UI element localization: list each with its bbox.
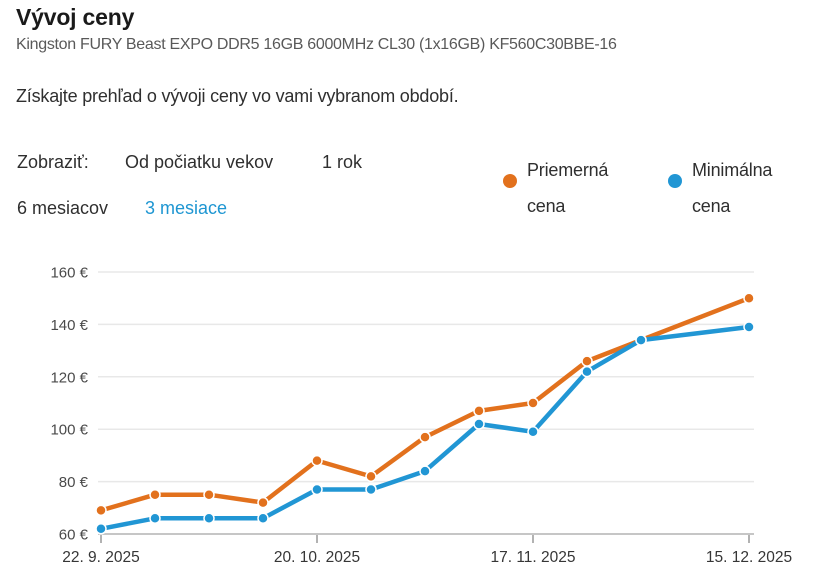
filter-option-all-time[interactable]: Od počiatku vekov bbox=[125, 152, 274, 172]
y-axis-label-80: 80 € bbox=[59, 474, 89, 491]
average-price-dot-icon bbox=[503, 174, 517, 188]
legend-item-average-price: Priemerná cena bbox=[503, 152, 663, 224]
minimum-price-point-2[interactable] bbox=[203, 512, 215, 525]
y-axis-label-160: 160 € bbox=[50, 265, 88, 282]
x-axis-label-1: 20. 10. 2025 bbox=[274, 549, 360, 566]
average-price-point-4[interactable] bbox=[311, 454, 323, 467]
minimum-price-dot-icon bbox=[668, 174, 682, 188]
minimum-price-point-0[interactable] bbox=[95, 523, 107, 535]
average-price-point-8[interactable] bbox=[527, 397, 539, 409]
y-axis-label-100: 100 € bbox=[50, 422, 88, 439]
product-name: Kingston FURY Beast EXPO DDR5 16GB 6000M… bbox=[16, 36, 617, 53]
y-axis-label-140: 140 € bbox=[50, 317, 88, 334]
price-history-line-chart: 60 € 80 € 100 € 120 € 140 € 160 € 22. 9. 2025 2… bbox=[50, 265, 792, 567]
average-price-point-7[interactable] bbox=[473, 405, 485, 417]
legend-label-minimum-price: Minimálna cena bbox=[692, 160, 773, 216]
filter-option-3-months[interactable]: 3 mesiace bbox=[145, 198, 228, 218]
legend-item-minimum-price: Minimálna cena bbox=[668, 152, 814, 224]
x-axis-label-3: 15. 12. 2025 bbox=[706, 549, 792, 566]
minimum-price-point-9[interactable] bbox=[581, 365, 593, 378]
average-price-point-3[interactable] bbox=[257, 496, 269, 509]
average-price-point-9[interactable] bbox=[581, 355, 593, 367]
minimum-price-point-1[interactable] bbox=[149, 512, 161, 525]
average-price-point-0[interactable] bbox=[95, 504, 107, 517]
page-title: Vývoj ceny bbox=[16, 4, 135, 30]
y-axis-label-60: 60 € bbox=[59, 527, 89, 544]
average-price-point-11[interactable] bbox=[743, 292, 755, 304]
x-axis-label-0: 22. 9. 2025 bbox=[62, 549, 140, 566]
minimum-price-point-4[interactable] bbox=[311, 483, 323, 496]
average-price-point-2[interactable] bbox=[203, 488, 215, 501]
minimum-price-point-6[interactable] bbox=[419, 465, 431, 477]
x-axis-label-2: 17. 11. 2025 bbox=[490, 549, 575, 566]
filter-label: Zobraziť: bbox=[17, 152, 89, 172]
minimum-price-point-3[interactable] bbox=[257, 512, 269, 525]
average-price-line bbox=[98, 295, 752, 513]
minimum-price-point-7[interactable] bbox=[473, 418, 485, 430]
average-price-point-5[interactable] bbox=[365, 470, 377, 483]
description-text: Získajte prehľad o vývoji ceny vo vami v… bbox=[16, 86, 459, 106]
minimum-price-point-8[interactable] bbox=[527, 426, 539, 438]
legend-label-average-price: Priemerná cena bbox=[527, 160, 609, 216]
minimum-price-point-11[interactable] bbox=[743, 321, 755, 333]
minimum-price-line bbox=[98, 324, 752, 532]
y-axis-label-120: 120 € bbox=[50, 369, 88, 386]
minimum-price-point-5[interactable] bbox=[365, 483, 377, 496]
average-price-point-1[interactable] bbox=[149, 488, 161, 501]
average-price-point-6[interactable] bbox=[419, 431, 431, 443]
minimum-price-point-10[interactable] bbox=[635, 334, 647, 346]
filter-option-6-months[interactable]: 6 mesiacov bbox=[17, 198, 109, 218]
filter-option-1-year[interactable]: 1 rok bbox=[322, 152, 363, 172]
